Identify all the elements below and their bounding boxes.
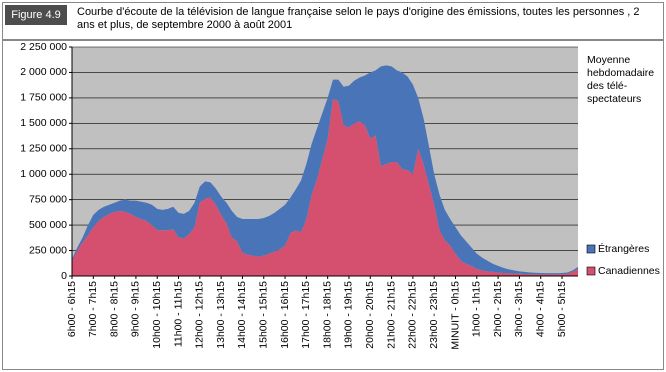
legend-swatch [586,244,596,254]
area [72,98,578,276]
x-tick-label: 13h00 - 13h15 [215,281,227,349]
y-tick-label: 2 250 000 [20,41,67,53]
x-tick-label: 3h00 - 3h15 [513,281,525,337]
x-tick-label: 7h00 - 7h15 [87,281,99,337]
legend-title: spectateurs [587,93,641,105]
x-tick-label: 19h00 - 19h15 [343,281,355,349]
x-tick-label: 22h00 - 22h15 [407,281,419,349]
y-tick-label: 500 000 [29,219,67,231]
legend-title: Moyenne [587,54,630,66]
x-tick-label: 11h00 - 11h15 [172,281,184,347]
y-tick-label: 1 250 000 [20,143,67,155]
header: Figure 4.9 Courbe d'écoute de la télévis… [2,2,664,40]
x-tick-label: 17h00 - 17h15 [300,281,312,349]
chart-frame [2,40,664,370]
legend-swatch [586,266,596,276]
y-tick-label: 1 500 000 [20,117,67,129]
x-tick-label: 10h00 - 10h15 [151,281,163,349]
y-tick-label: 0 [61,270,67,282]
x-tick-label: 1h00 - 1h15 [471,281,483,337]
y-tick-label: 1 000 000 [20,168,67,180]
x-tick-label: 12h00 - 12h15 [194,281,206,349]
x-tick-label: 9h00 - 9h15 [130,281,142,337]
x-tick-label: MINUIT - 0h15 [449,281,461,350]
x-tick-label: 5h00 - 5h15 [556,281,568,337]
x-tick-label: 4h00 - 4h15 [534,281,546,337]
legend-title: hebdomadaire [587,67,654,79]
y-tick-label: 250 000 [29,244,67,256]
x-tick-label: 14h00 - 14h15 [236,281,248,349]
x-tick-label: 21h00 - 21h15 [385,281,397,349]
x-tick-label: 18h00 - 18h15 [321,281,333,349]
x-tick-label: 6h00 - 6h15 [66,281,78,337]
chart-title: Courbe d'écoute de la télévision de lang… [77,6,640,31]
x-tick-label: 16h00 - 16h15 [279,281,291,349]
y-tick-label: 750 000 [29,193,67,205]
x-tick-label: 23h00 - 23h15 [428,281,440,349]
legend-label: Canadiennes [598,265,660,277]
x-tick-label: 2h00 - 2h15 [492,281,504,337]
y-tick-label: 1 750 000 [20,92,67,104]
legend-label: Étrangères [598,242,649,255]
x-tick-label: 15h00 - 15h15 [258,281,270,349]
x-tick-label: 20h00 - 20h15 [364,281,376,349]
legend-title: des télé- [587,80,628,92]
figure-label: Figure 4.9 [5,5,67,25]
area [72,65,578,275]
y-tick-label: 2 000 000 [20,66,67,78]
x-tick-label: 8h00 - 8h15 [108,281,120,337]
